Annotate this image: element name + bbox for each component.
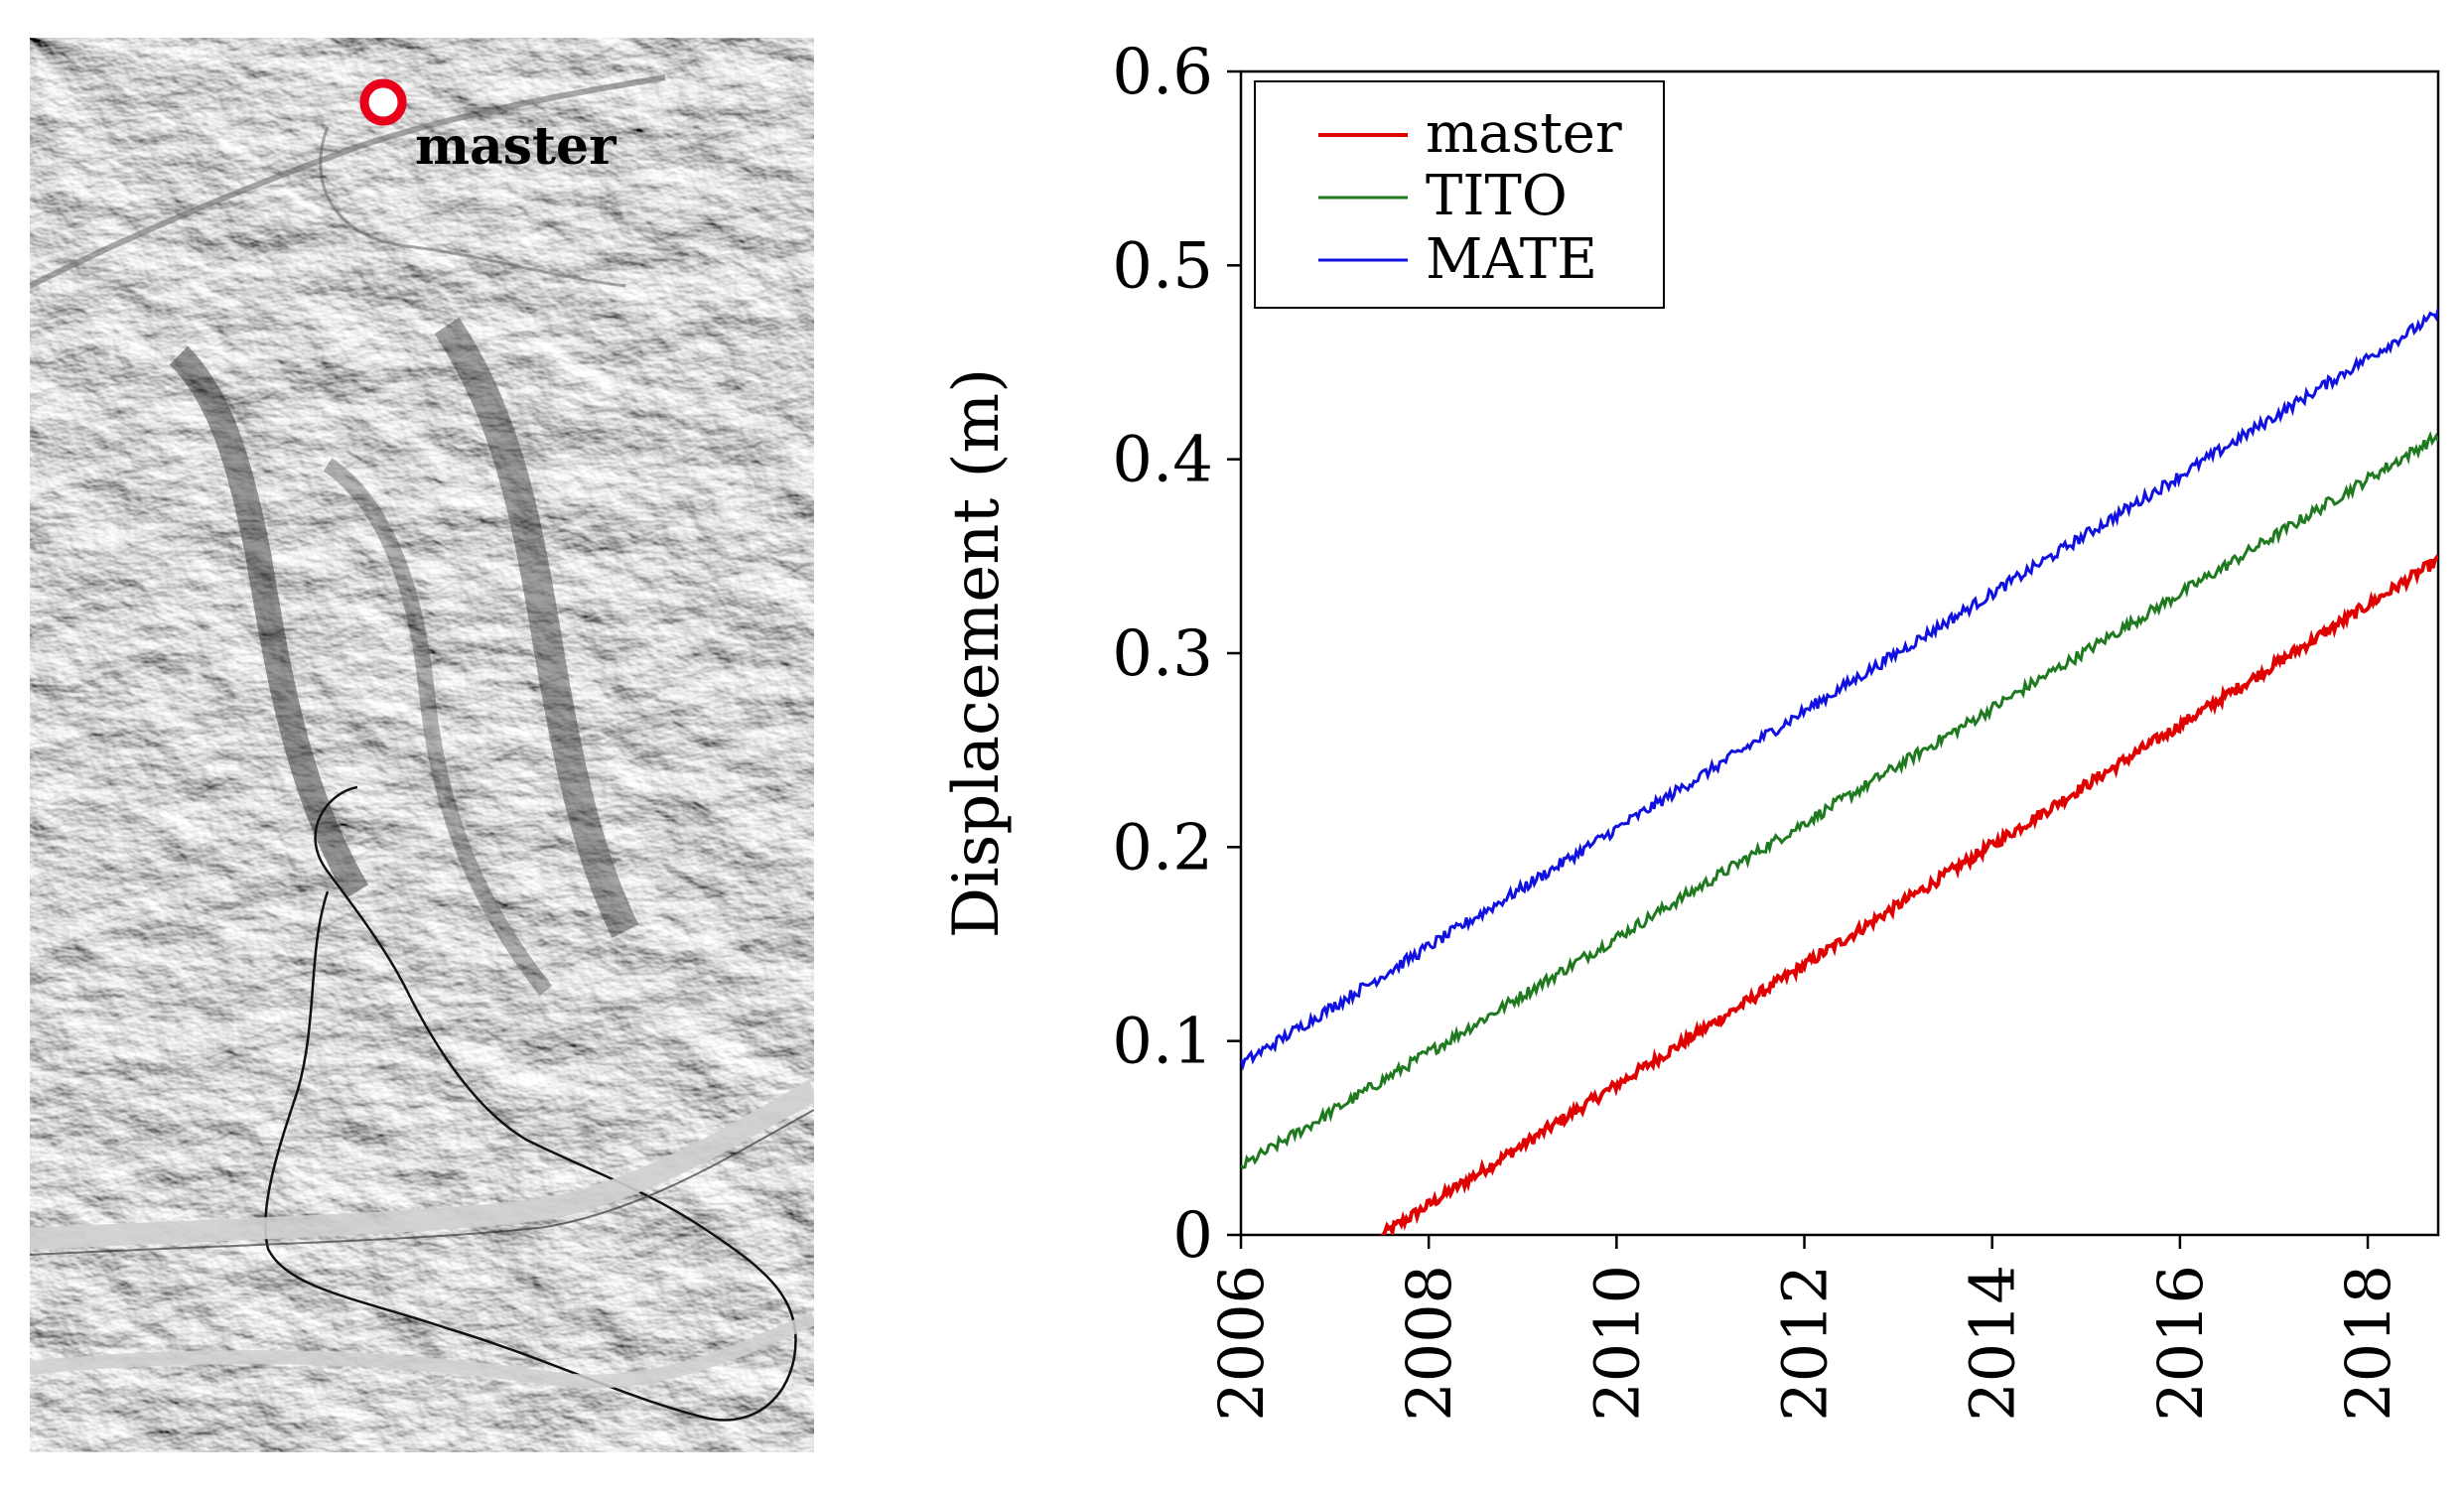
series-line-master — [1380, 554, 2438, 1235]
landslide-scarp-left — [169, 345, 369, 898]
x-tick-label-5: 2016 — [2144, 1265, 2217, 1422]
y-tick-label-6: 0.6 — [1112, 36, 1213, 109]
legend-label-tito: TITO — [1426, 164, 1568, 228]
landslide-outline — [264, 785, 797, 1422]
x-axis: 2006 2008 2010 2012 2014 2016 2018 — [1205, 1235, 2404, 1422]
series-line-mate — [1241, 308, 2438, 1071]
series-line-tito — [1241, 430, 2438, 1169]
highway — [30, 1080, 814, 1250]
legend-box — [1254, 80, 1665, 309]
upper-road — [30, 74, 666, 289]
legend-label-mate: MATE — [1426, 227, 1597, 292]
y-tick-label-1: 0.1 — [1112, 1006, 1213, 1079]
landslide-scarp-right — [434, 317, 639, 938]
y-axis: 0 0.1 0.2 0.3 0.4 0.5 0.6 — [1112, 36, 1241, 1273]
legend-label-master: master — [1426, 101, 1622, 166]
landslide-body — [323, 458, 553, 996]
x-tick-label-3: 2012 — [1769, 1265, 1842, 1422]
y-tick-label-4: 0.4 — [1112, 424, 1213, 497]
x-tick-label-4: 2014 — [1957, 1265, 2029, 1422]
x-tick-label-0: 2006 — [1205, 1265, 1278, 1422]
y-tick-label-0: 0 — [1172, 1199, 1213, 1273]
x-tick-label-1: 2008 — [1393, 1265, 1465, 1422]
displacement-chart: 0 0.1 0.2 0.3 0.4 0.5 0.6 2006 2008 2010… — [940, 36, 2440, 1422]
y-axis-title: Displacement (m) — [940, 368, 1014, 938]
x-tick-label-6: 2018 — [2332, 1265, 2404, 1422]
shaded-relief-map: master — [30, 38, 814, 1452]
x-tick-label-2: 2010 — [1580, 1265, 1653, 1422]
y-tick-label-3: 0.3 — [1112, 617, 1213, 691]
master-map-label: master — [415, 116, 616, 177]
legend: master TITO MATE — [1254, 80, 1665, 309]
field-boundary — [319, 126, 626, 288]
y-tick-label-5: 0.5 — [1112, 229, 1213, 303]
master-marker — [359, 78, 407, 126]
y-tick-label-2: 0.2 — [1112, 811, 1213, 884]
lower-road — [30, 1311, 814, 1389]
highway-edge — [30, 1109, 814, 1256]
